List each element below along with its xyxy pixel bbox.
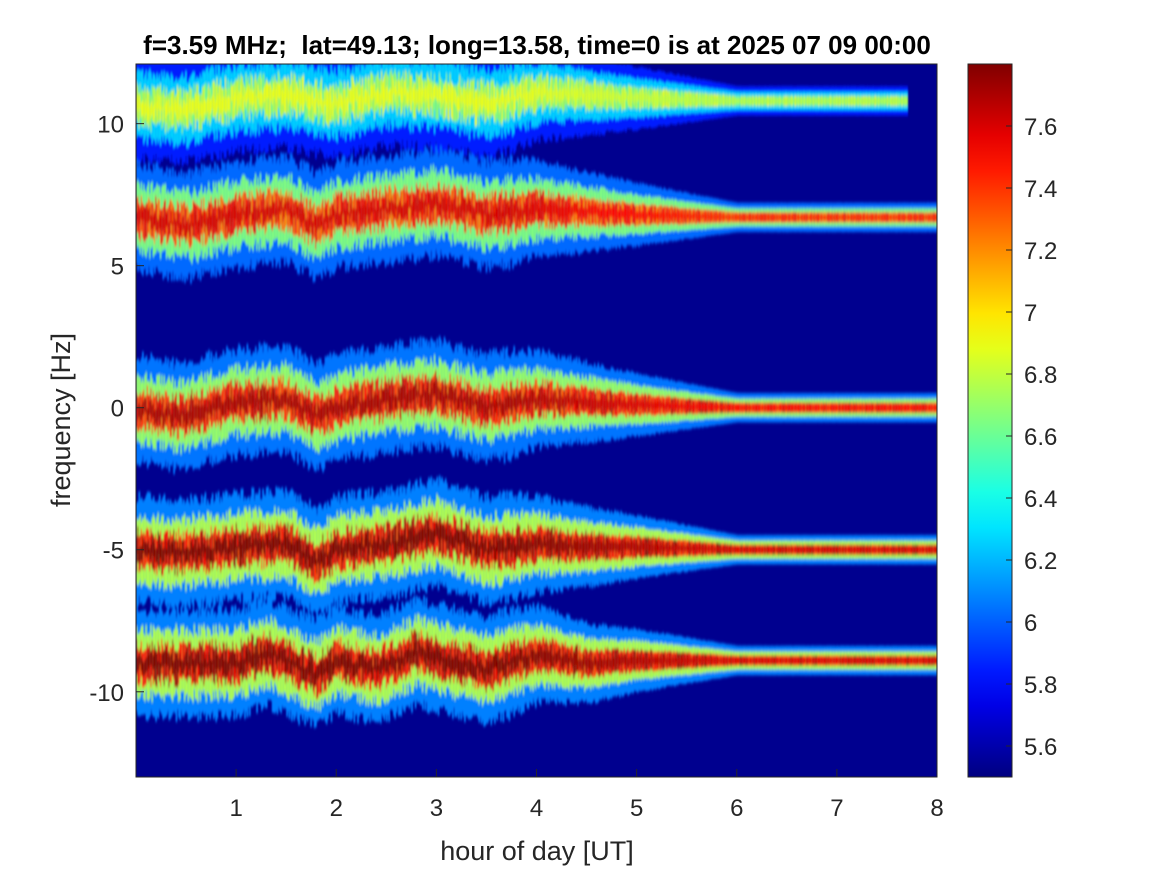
colorbar-tick-label: 5.6 [1024,734,1057,761]
colorbar-ticks: 7.6 7.4 7.2 7 6.8 6.6 6.4 6.2 6 5.8 5.6 [1006,114,1057,761]
x-tick-label: 8 [930,795,943,822]
colorbar-tick-label: 5.8 [1024,672,1057,699]
colorbar: 7.6 7.4 7.2 7 6.8 6.6 6.4 6.2 6 5.8 5.6 [967,63,1057,778]
plot-area [135,63,938,778]
x-tick-label: 1 [229,795,242,822]
colorbar-tick-label: 7.2 [1024,238,1057,265]
trace-band-1 [136,64,908,167]
x-tick-label: 3 [430,795,443,822]
chart-title: f=3.59 MHz; lat=49.13; long=13.58, time=… [143,30,931,60]
colorbar-tick-label: 6.6 [1024,424,1057,451]
colorbar-tick-label: 6.2 [1024,548,1057,575]
colorbar-tick-label: 6 [1024,610,1037,637]
y-tick-label: 0 [111,396,124,423]
y-tick-label: -5 [103,538,124,565]
y-tick-label: 10 [97,112,124,139]
spectral-traces [136,64,937,728]
trace-band-4 [136,475,937,619]
trace-band-3 [136,336,937,475]
trace-band-5 [136,594,937,728]
colorbar-tick-label: 6.8 [1024,362,1057,389]
y-axis-label: frequency [Hz] [46,333,76,507]
colorbar-tick-label: 7 [1024,300,1037,327]
colorbar-tick-label: 7.4 [1024,176,1057,203]
x-tick-label: 2 [330,795,343,822]
x-tick-label: 6 [730,795,743,822]
x-tick-label: 5 [630,795,643,822]
x-axis-label: hour of day [UT] [440,836,634,866]
colorbar-gradient [967,63,1013,778]
colorbar-tick-label: 6.4 [1024,486,1057,513]
trace-band-2 [136,145,937,284]
y-tick-label: -10 [89,680,124,707]
x-tick-label: 4 [530,795,543,822]
y-tick-label: 5 [111,254,124,281]
x-tick-label: 7 [830,795,843,822]
x-axis-ticks: 1 2 3 4 5 6 7 8 [229,769,944,822]
y-axis-ticks: 10 5 0 -5 -10 [89,112,144,707]
colorbar-tick-label: 7.6 [1024,114,1057,141]
